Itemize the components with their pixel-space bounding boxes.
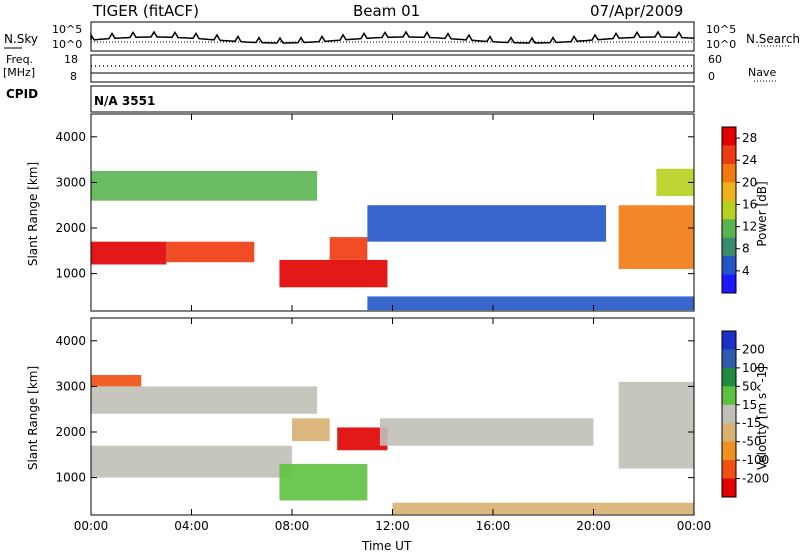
beam-title: Beam 01 bbox=[353, 2, 421, 20]
power-colorbar-cell bbox=[722, 200, 736, 220]
time-tick-label: 20:00 bbox=[576, 519, 611, 533]
time-tick-label: 16:00 bbox=[476, 519, 511, 533]
freq-tick-high: 18 bbox=[64, 53, 78, 66]
power-colorbar-cell bbox=[722, 274, 736, 294]
freq-tick-low: 8 bbox=[70, 70, 77, 83]
velocity-region-6 bbox=[618, 381, 694, 469]
station-title: TIGER (fitACF) bbox=[93, 2, 200, 20]
power-colorbar-cell bbox=[722, 127, 736, 146]
velocity-region-1 bbox=[91, 386, 318, 414]
noise-tick-low-left: 10^0 bbox=[52, 38, 83, 51]
noise-sky-label: N.Sky bbox=[4, 32, 39, 46]
velocity-colorbar-cell bbox=[722, 367, 736, 387]
time-tick-label: 12:00 bbox=[375, 519, 410, 533]
power-region-7 bbox=[618, 205, 694, 270]
velocity-colorbar-cell bbox=[722, 460, 736, 480]
velocity-ylabel: Slant Range [km] bbox=[26, 365, 40, 471]
power-colorbar-label: Power [dB] bbox=[755, 181, 769, 247]
power-colorbar-cell bbox=[722, 145, 736, 165]
cpid-value: N/A 3551 bbox=[94, 94, 156, 108]
velocity-region-4 bbox=[279, 463, 368, 501]
velocity-region-5 bbox=[379, 418, 594, 446]
velocity-colorbar-tick-label: 100 bbox=[742, 361, 765, 375]
power-ytick-label: 1000 bbox=[55, 267, 86, 281]
power-region-1 bbox=[166, 241, 255, 263]
velocity-colorbar-tick-label: -200 bbox=[742, 472, 769, 486]
time-xlabel: Time UT bbox=[362, 539, 412, 553]
cpid-label: CPID bbox=[6, 87, 39, 101]
velocity-heatmap bbox=[91, 375, 694, 515]
velocity-ytick-label: 3000 bbox=[55, 379, 86, 393]
power-colorbar-tick-label: 8 bbox=[742, 242, 750, 256]
velocity-panel-frame bbox=[90, 317, 695, 516]
time-tick-label: 08:00 bbox=[275, 519, 310, 533]
velocity-ytick-label: 1000 bbox=[55, 471, 86, 485]
velocity-colorbar-tick-label: -100 bbox=[742, 453, 769, 467]
time-tick-label: 04:00 bbox=[174, 519, 209, 533]
power-colorbar-frame bbox=[721, 126, 737, 294]
nave-label: Nave bbox=[748, 66, 777, 79]
velocity-colorbar-tick-label: 50 bbox=[742, 379, 757, 393]
velocity-region-2 bbox=[292, 418, 330, 442]
velocity-region-8 bbox=[392, 502, 694, 515]
date-title: 07/Apr/2009 bbox=[590, 2, 684, 20]
velocity-colorbar-tick-label: 200 bbox=[742, 342, 765, 356]
power-ylabel: Slant Range [km] bbox=[26, 161, 40, 267]
time-tick-label: 00:00 bbox=[677, 519, 712, 533]
velocity-colorbar-tick-label: 15 bbox=[742, 398, 757, 412]
power-region-3 bbox=[329, 237, 368, 260]
velocity-region-7 bbox=[91, 375, 142, 387]
power-colorbar-cell bbox=[722, 182, 736, 202]
velocity-colorbar-cell bbox=[722, 386, 736, 406]
power-ytick-label: 4000 bbox=[55, 130, 86, 144]
power-region-4 bbox=[367, 205, 607, 242]
velocity-colorbar-tick-label: -50 bbox=[742, 435, 762, 449]
velocity-colorbar-cell bbox=[722, 404, 736, 424]
velocity-colorbar-cell bbox=[722, 423, 736, 443]
power-colorbar-tick-label: 24 bbox=[742, 153, 757, 167]
power-colorbar-cell bbox=[722, 237, 736, 257]
freq-unit-label: [MHz] bbox=[3, 66, 36, 79]
noise-tick-low-right: 10^0 bbox=[706, 38, 737, 51]
velocity-colorbar-cell bbox=[722, 349, 736, 369]
noise-tick-high-left: 10^5 bbox=[52, 23, 83, 36]
cpid-panel-frame bbox=[90, 85, 695, 113]
power-colorbar-tick-label: 4 bbox=[742, 264, 750, 278]
velocity-ytick-label: 4000 bbox=[55, 334, 86, 348]
power-region-0 bbox=[91, 241, 167, 265]
velocity-colorbar-label: Velocity [m s^-1] bbox=[755, 365, 769, 471]
power-region-5 bbox=[91, 171, 318, 201]
velocity-colorbar-cell bbox=[722, 441, 736, 461]
nave-tick-high: 60 bbox=[708, 53, 722, 66]
noise-tick-high-right: 10^5 bbox=[706, 23, 737, 36]
power-colorbar-tick-label: 16 bbox=[742, 197, 757, 211]
power-colorbar-cell bbox=[722, 163, 736, 183]
velocity-colorbar-frame bbox=[721, 330, 737, 498]
freq-panel-frame bbox=[90, 54, 695, 83]
freq-label: Freq. bbox=[6, 53, 34, 66]
power-ytick-label: 3000 bbox=[55, 175, 86, 189]
noise-search-label: N.Search bbox=[746, 32, 800, 46]
velocity-colorbar-tick-label: -15 bbox=[742, 416, 762, 430]
velocity-region-3 bbox=[337, 427, 388, 451]
velocity-ytick-label: 2000 bbox=[55, 425, 86, 439]
power-region-6 bbox=[367, 296, 694, 311]
power-region-2 bbox=[279, 259, 388, 288]
power-heatmap bbox=[91, 168, 694, 311]
nave-tick-low: 0 bbox=[708, 70, 715, 83]
power-colorbar-tick-label: 12 bbox=[742, 220, 757, 234]
velocity-region-0 bbox=[91, 445, 292, 478]
power-region-8 bbox=[656, 168, 694, 197]
noise-sky-line bbox=[90, 30, 695, 44]
power-colorbar-cell bbox=[722, 219, 736, 239]
power-colorbar-cell bbox=[722, 256, 736, 276]
power-colorbar-tick-label: 28 bbox=[742, 131, 757, 145]
velocity-colorbar-cell bbox=[722, 478, 736, 498]
power-ytick-label: 2000 bbox=[55, 221, 86, 235]
time-tick-label: 00:00 bbox=[74, 519, 109, 533]
power-colorbar-tick-label: 20 bbox=[742, 175, 757, 189]
velocity-colorbar-cell bbox=[722, 331, 736, 350]
